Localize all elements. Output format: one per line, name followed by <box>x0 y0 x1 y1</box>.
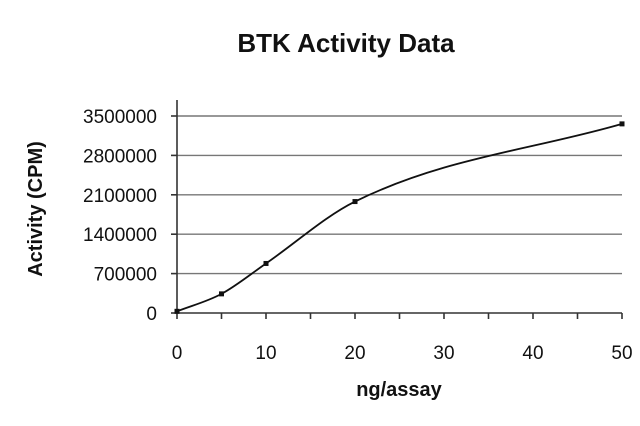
chart-title: BTK Activity Data <box>237 28 455 58</box>
y-tick-labels: 0 700000 1400000 2100000 2800000 3500000 <box>83 107 157 325</box>
x-tick-labels: 0 10 20 30 40 50 <box>172 343 633 364</box>
y-tick-label: 0 <box>146 304 157 325</box>
x-axis-label: ng/assay <box>356 379 442 401</box>
data-points <box>174 121 625 314</box>
y-tick-label: 3500000 <box>83 107 157 128</box>
data-point <box>219 291 224 297</box>
series-line <box>176 123 623 313</box>
y-tick-label: 2100000 <box>83 186 157 207</box>
axis-ticks <box>171 115 623 319</box>
x-tick-label: 30 <box>433 343 454 364</box>
data-point <box>174 308 180 314</box>
x-tick-label: 20 <box>344 343 365 364</box>
data-point <box>352 199 358 205</box>
x-tick-label: 50 <box>611 343 632 364</box>
y-tick-label: 2800000 <box>83 146 157 167</box>
y-tick-label: 700000 <box>94 265 157 286</box>
y-tick-label: 1400000 <box>83 225 157 246</box>
data-point <box>263 260 269 266</box>
x-tick-label: 10 <box>255 343 276 364</box>
x-tick-label: 40 <box>522 343 543 364</box>
gridlines <box>177 115 622 275</box>
x-tick-label: 0 <box>172 343 183 364</box>
data-point <box>619 121 625 127</box>
y-axis-label: Activity (CPM) <box>25 141 47 277</box>
